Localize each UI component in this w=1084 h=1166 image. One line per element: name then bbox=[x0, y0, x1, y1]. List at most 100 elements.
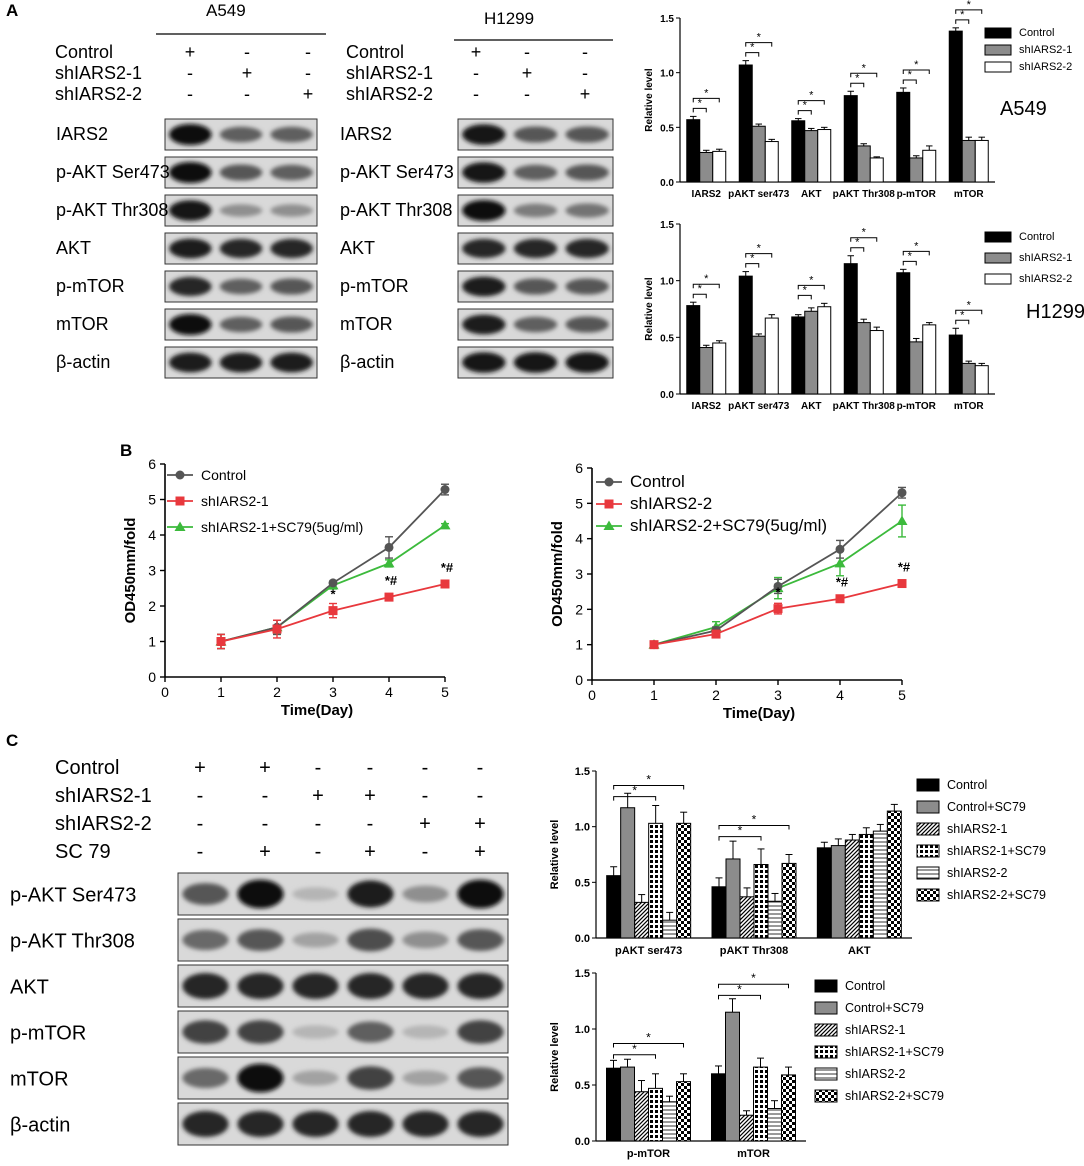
band-label: mTOR bbox=[56, 314, 109, 334]
significance-bracket bbox=[718, 994, 761, 1000]
band-label: AKT bbox=[340, 238, 375, 258]
significance-bracket bbox=[613, 1054, 656, 1059]
legend-label-shiars2-1: shIARS2-1 bbox=[1019, 44, 1072, 56]
y-axis-label: Relative level bbox=[549, 1022, 561, 1092]
blot-band bbox=[457, 879, 504, 909]
y-tick-label: 4 bbox=[575, 531, 583, 547]
bar-control-pakt-thr308 bbox=[843, 95, 858, 183]
significance-bracket bbox=[955, 19, 970, 24]
blot-band bbox=[182, 1020, 229, 1044]
significance-bracket bbox=[902, 69, 930, 74]
significance-mark: * bbox=[704, 273, 709, 285]
y-tick-label: 3 bbox=[148, 563, 156, 579]
legend-marker-shiars2-1 bbox=[175, 496, 185, 506]
bar-shiars2-2-iars2 bbox=[712, 150, 727, 183]
blot-band bbox=[182, 972, 229, 1000]
blot-band bbox=[270, 352, 313, 373]
legend-swatch-shiars2-1-sc79 bbox=[814, 1045, 838, 1059]
condition-label: SC 79 bbox=[55, 841, 111, 863]
bar-shiars2-1-akt bbox=[804, 310, 819, 395]
blot-a549-bands: IARS2 p-AKT Ser473 p-AKT Thr308 AKT p-mTOR mT… bbox=[56, 118, 318, 379]
blot-band bbox=[513, 238, 558, 259]
bar-shiars2-1-pakt-thr308 bbox=[739, 896, 755, 939]
bar-control-sc79-pakt-thr308 bbox=[725, 858, 741, 939]
x-tick-label: 3 bbox=[329, 684, 337, 700]
x-tick-label: 4 bbox=[385, 684, 393, 700]
band-label: IARS2 bbox=[56, 124, 108, 144]
x-axis-label: Time(Day) bbox=[281, 702, 353, 719]
bar-control-akt bbox=[791, 316, 806, 395]
y-tick-label: 6 bbox=[575, 460, 583, 476]
blot-a549-header: Control + - -shIARS2-1- + -shIARS2-2- - + bbox=[55, 42, 313, 104]
cell-line-label: H1299 bbox=[1026, 301, 1084, 323]
significance-mark: * bbox=[757, 243, 762, 255]
bar-shiars2-2-pakt-thr308 bbox=[767, 900, 783, 939]
condition-label: shIARS2-1 bbox=[346, 63, 433, 83]
bar-shiars2-1-sc79-pakt-thr308 bbox=[753, 864, 769, 939]
significance-mark: * bbox=[698, 283, 703, 295]
legend-label-shiars2-2: shIARS2-2 bbox=[947, 866, 1007, 880]
legend-label-shiars2-1: shIARS2-1 bbox=[947, 822, 1007, 836]
blot-band bbox=[237, 929, 284, 951]
significance-bracket bbox=[718, 836, 762, 841]
bar-control-mtor bbox=[948, 30, 963, 183]
condition-sign: - bbox=[582, 42, 588, 62]
bar-shiars2-2-akt bbox=[872, 830, 888, 939]
bar-shiars2-1-pakt-ser473 bbox=[751, 125, 766, 183]
data-point-shiars2-2 bbox=[835, 594, 845, 604]
blot-band bbox=[402, 972, 449, 1000]
legend-swatch-shiars2-2 bbox=[984, 61, 1012, 73]
condition-sign: - bbox=[197, 813, 204, 835]
annotation: *# bbox=[441, 560, 454, 575]
blot-band bbox=[169, 276, 212, 297]
significance-bracket bbox=[613, 1043, 684, 1048]
bar-control-akt bbox=[791, 120, 806, 183]
condition-sign: + bbox=[312, 785, 324, 807]
blot-band bbox=[565, 126, 609, 143]
significance-bracket bbox=[745, 263, 760, 268]
annotation: *# bbox=[836, 575, 849, 590]
legend-label-shiars2-1: shIARS2-1 bbox=[201, 493, 269, 509]
bar-shiars2-2-iars2 bbox=[712, 342, 727, 395]
legend-swatch-shiars2-1 bbox=[984, 44, 1012, 56]
condition-sign: + bbox=[185, 42, 196, 62]
blot-band bbox=[462, 352, 506, 373]
condition-label: Control bbox=[55, 757, 119, 779]
band-label: IARS2 bbox=[340, 124, 392, 144]
bar-shiars2-2-mtor bbox=[974, 365, 989, 395]
legend-swatch-control bbox=[916, 778, 940, 792]
x-tick-label: 1 bbox=[650, 687, 658, 703]
condition-sign: + bbox=[364, 841, 376, 863]
blot-band bbox=[462, 162, 506, 183]
y-tick-label: 1.5 bbox=[660, 14, 674, 25]
condition-sign: + bbox=[259, 841, 271, 863]
significance-mark: * bbox=[855, 237, 860, 249]
x-tick-label: 0 bbox=[588, 687, 596, 703]
condition-sign: + bbox=[242, 63, 253, 83]
legend-marker-control bbox=[604, 477, 614, 487]
bar-shiars2-1-iars2 bbox=[699, 347, 714, 395]
x-tick-label: 1 bbox=[217, 684, 225, 700]
data-point-shiars2-1 bbox=[384, 592, 394, 602]
legend-label-shiars2-2: shIARS2-2 bbox=[1019, 273, 1072, 285]
blot-band bbox=[565, 278, 609, 295]
condition-sign: - bbox=[315, 757, 322, 779]
bar-shiars2-2-sc79-mtor bbox=[781, 1074, 796, 1142]
chart-c-akt: 0.0 0.5 1.0 1.5 Relative level pAKT ser473 pAK… bbox=[549, 766, 1046, 957]
bar-shiars2-2-pakt-thr308 bbox=[869, 157, 884, 183]
y-tick-label: 1.0 bbox=[660, 277, 674, 288]
bar-shiars2-2-pakt-ser473 bbox=[662, 919, 678, 939]
blot-band bbox=[347, 1021, 394, 1043]
condition-sign: - bbox=[262, 813, 269, 835]
blot-band bbox=[169, 238, 212, 259]
blot-band bbox=[292, 1070, 339, 1086]
significance-bracket bbox=[718, 983, 789, 989]
y-tick-label: 1.5 bbox=[575, 968, 590, 980]
condition-label: shIARS2-2 bbox=[55, 813, 152, 835]
y-axis-label: Relative level bbox=[549, 820, 561, 890]
legend-swatch-control bbox=[984, 27, 1012, 39]
category-label: pAKT ser473 bbox=[615, 945, 682, 957]
y-tick-label: 0.5 bbox=[660, 333, 674, 344]
band-label: mTOR bbox=[10, 1069, 69, 1091]
